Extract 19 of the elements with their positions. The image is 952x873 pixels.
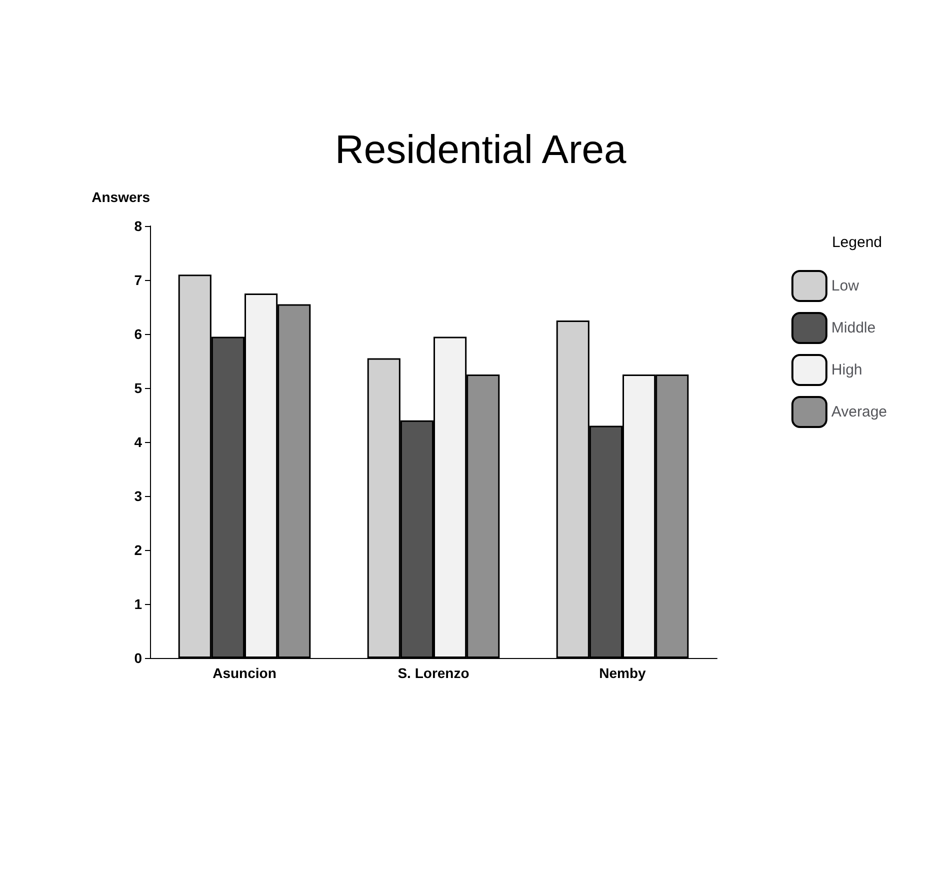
legend-label: Middle xyxy=(831,320,876,336)
y-tick-label: 2 xyxy=(134,542,142,558)
legend-label: High xyxy=(831,362,862,378)
y-tick-label: 5 xyxy=(134,380,142,396)
legend-label: Low xyxy=(831,278,860,294)
y-tick-label: 8 xyxy=(134,218,142,234)
y-axis-title: Answers xyxy=(92,189,150,205)
y-tick-label: 7 xyxy=(134,272,142,288)
y-tick-label: 6 xyxy=(134,326,142,342)
y-tick-label: 0 xyxy=(134,650,142,666)
y-tick-label: 4 xyxy=(134,434,142,450)
x-tick-label: Asuncion xyxy=(212,665,276,681)
x-tick-label: Nemby xyxy=(599,665,646,681)
chart-title: Residential Area xyxy=(335,128,628,172)
legend-label: Average xyxy=(831,404,888,420)
y-tick-label: 3 xyxy=(134,488,142,504)
legend-title: Legend xyxy=(832,234,882,251)
y-tick-label: 1 xyxy=(134,596,142,612)
x-tick-label: S. Lorenzo xyxy=(398,665,470,681)
